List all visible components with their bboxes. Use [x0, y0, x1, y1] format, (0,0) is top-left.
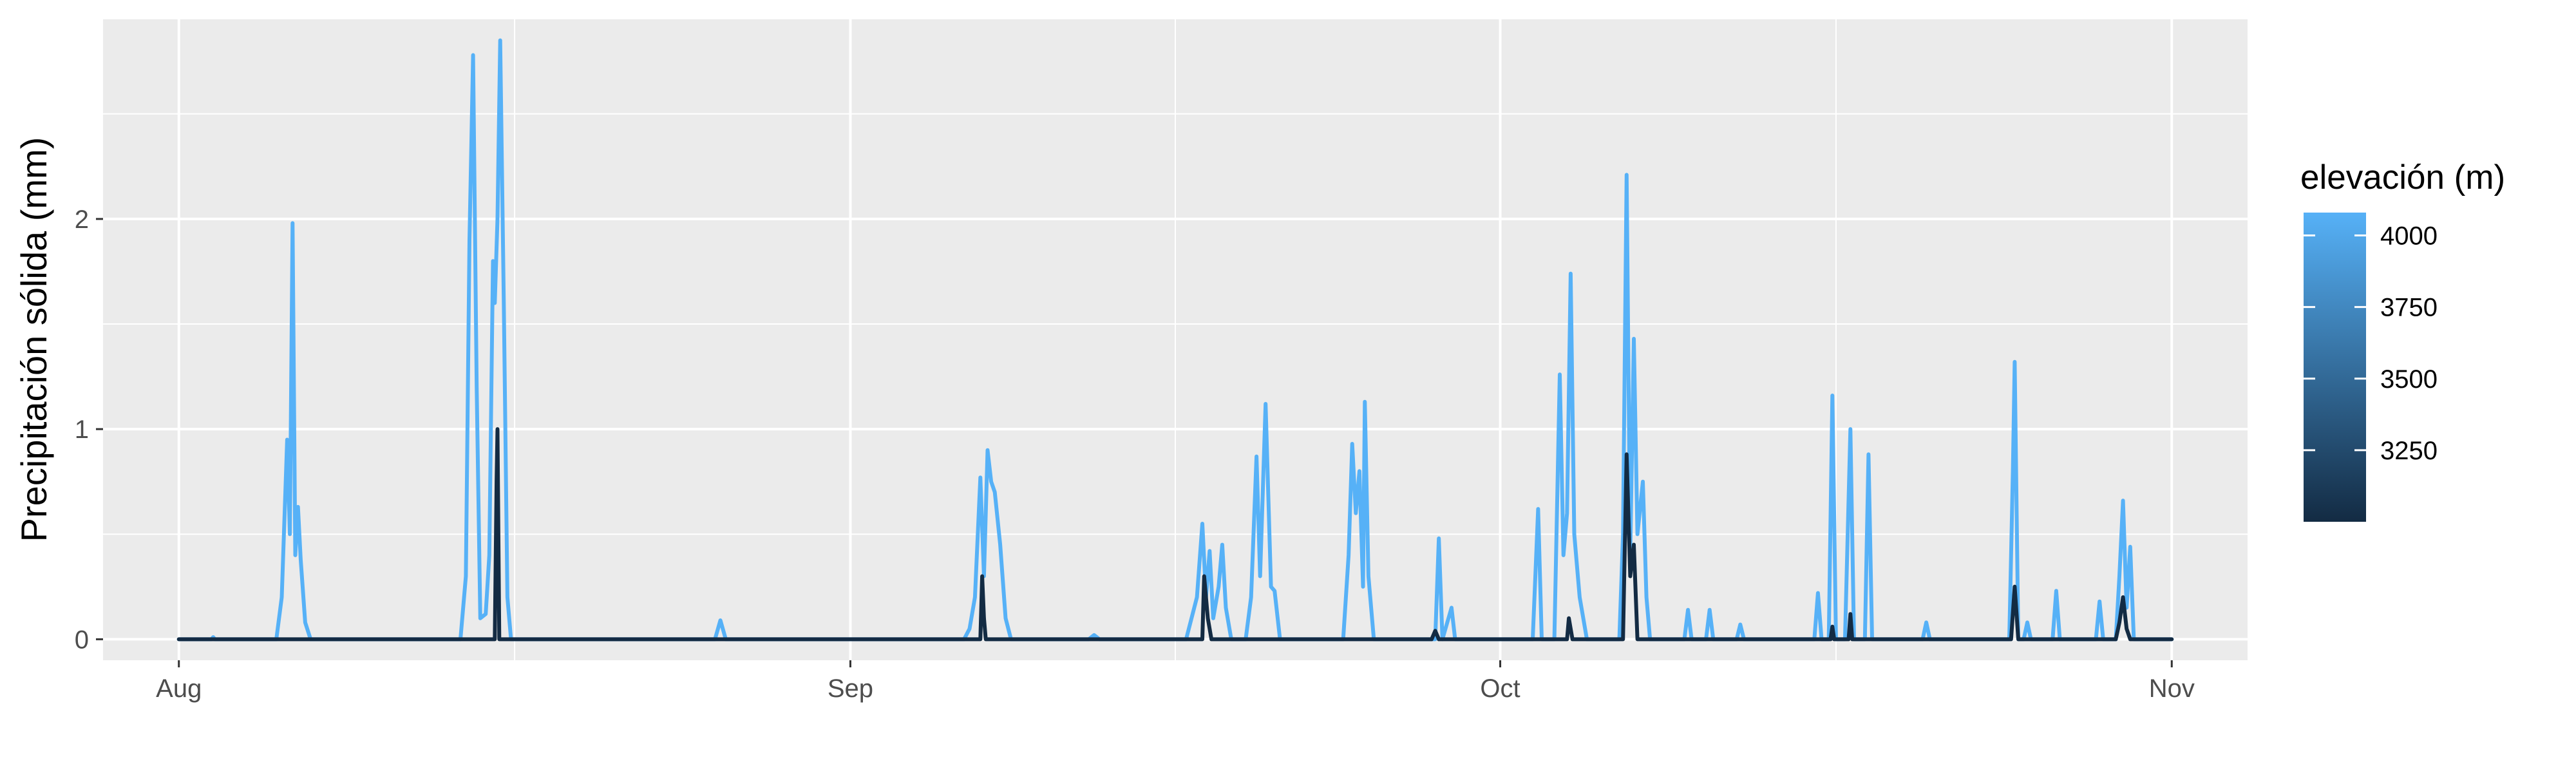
x-tick-label: Aug — [156, 674, 202, 703]
y-tick-label: 1 — [75, 415, 89, 444]
legend-break-label: 4000 — [2380, 222, 2438, 251]
y-tick-label: 2 — [75, 205, 89, 234]
series-layer — [176, 38, 2174, 642]
x-axis-tick-labels: Aug Sep Oct Nov — [156, 674, 2195, 703]
legend: elevación (m) 4000 3750 3500 3250 — [2300, 158, 2505, 522]
series-line-4080 — [176, 38, 2174, 642]
legend-break-label: 3750 — [2380, 294, 2438, 322]
legend-breaks: 4000 3750 3500 3250 — [2304, 222, 2438, 465]
x-tick-label: Sep — [828, 674, 873, 703]
x-tick-label: Nov — [2149, 674, 2195, 703]
legend-title: elevación (m) — [2300, 158, 2505, 196]
series-line-3000 — [176, 427, 2174, 642]
legend-break-label: 3250 — [2380, 437, 2438, 465]
y-tick-label: 0 — [75, 625, 89, 654]
legend-break-label: 3500 — [2380, 365, 2438, 394]
legend-colorbar — [2304, 213, 2366, 522]
minor-gridlines — [103, 19, 2248, 660]
y-axis-title: Precipitación sólida (mm) — [14, 137, 54, 542]
x-tick-label: Oct — [1480, 674, 1520, 703]
y-axis-tick-labels: 0 1 2 — [75, 205, 89, 654]
axis-ticks — [96, 218, 2173, 667]
